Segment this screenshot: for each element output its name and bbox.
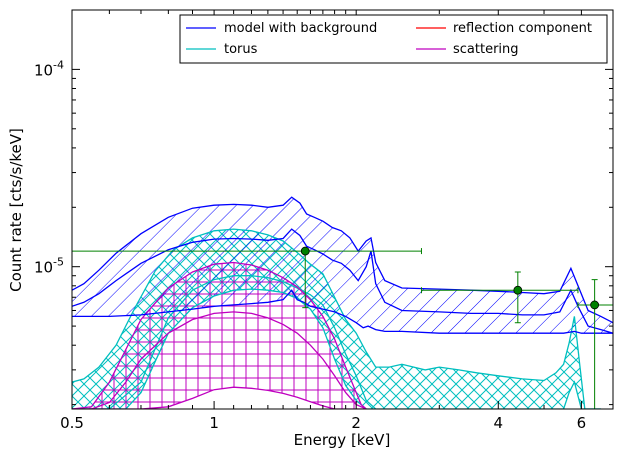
x-tick-label: 4 [494,414,504,432]
data-point-0 [300,246,310,256]
data-points [72,246,613,409]
plot-frame [71,9,614,410]
y-tick-label: 10-4 [34,58,64,79]
y-axis-label: Count rate [cts/s/keV] [7,128,25,292]
line-model-with-background-lower [72,289,613,334]
series-lines [72,196,613,409]
legend: model with background reflection compone… [179,14,608,64]
axis-ticks [71,9,613,409]
line-scattering-lower [72,386,367,409]
line-torus-mid [72,275,377,409]
plot-area [72,196,613,409]
data-point-2 [590,300,600,310]
x-tick-label: 0.5 [60,414,84,432]
x-axis-label: Energy [keV] [294,431,391,449]
tick-labels: 0.5 1 2 4 6 10-5 10-4 [34,58,586,432]
x-tick-label: 1 [209,414,219,432]
legend-label-scattering: scattering [453,42,519,57]
x-tick-label: 6 [577,414,587,432]
x-tick-label: 2 [351,414,361,432]
line-model-with-background-mid [72,228,613,334]
line-model-with-background-upper [72,196,613,324]
line-scattering-upper [72,261,367,409]
legend-label-reflection: reflection component [453,21,592,36]
legend-label-model: model with background [224,21,377,36]
line-torus-lower [72,288,601,409]
y-tick-label: 10-5 [34,256,64,277]
line-scattering-mid [72,311,367,409]
data-point-1 [513,285,523,295]
legend-box [179,14,608,64]
legend-label-torus: torus [224,42,258,57]
